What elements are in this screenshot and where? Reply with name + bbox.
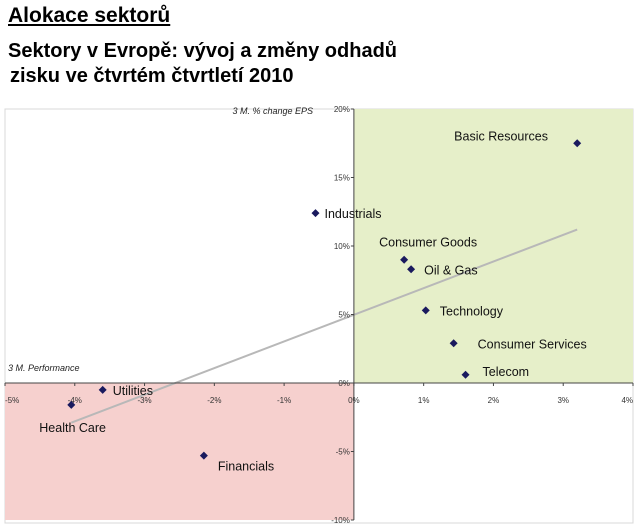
data-point-industrials <box>311 209 320 218</box>
data-points <box>67 139 582 460</box>
x-tick-label: 1% <box>418 396 430 405</box>
quadrant-lower-left <box>5 383 354 520</box>
data-point-financials <box>199 451 208 460</box>
x-tick-label: 0% <box>348 396 360 405</box>
y-tick-label: -10% <box>331 516 350 525</box>
trend-line <box>70 228 578 424</box>
point-label-financials: Financials <box>218 460 274 474</box>
y-tick-label: 15% <box>334 174 350 183</box>
point-label-telecom: Telecom <box>483 365 530 379</box>
point-label-industrials: Industrials <box>325 207 382 221</box>
page-title: Alokace sektorů <box>8 4 171 27</box>
x-tick-labels: -5% -4% -3% -2% -1% 0% 1% 2% 3% 4% <box>4 383 634 405</box>
data-point-consumer-services <box>449 339 458 348</box>
chart-subtitle-line-2: zisku ve čtvrtém čtvrtletí 2010 <box>10 65 294 87</box>
x-axis-title: 3 M. Performance <box>8 363 80 373</box>
y-tick-labels: -10% -5% 0% 5% 10% 15% 20% <box>331 105 354 525</box>
x-tick-label: -4% <box>68 396 82 405</box>
data-point-health-care <box>67 400 76 409</box>
point-label-consumer-goods: Consumer Goods <box>379 236 477 250</box>
y-tick-label: 5% <box>338 311 350 320</box>
x-tick-label: 4% <box>621 396 633 405</box>
data-point-telecom <box>461 370 470 379</box>
data-point-utilities <box>98 385 107 394</box>
data-point-basic-resources <box>573 139 582 148</box>
x-tick-label: -1% <box>277 396 291 405</box>
chart-subtitle-line-1: Sektory v Evropě: vývoj a změny odhadů <box>8 40 398 62</box>
point-label-utilities: Utilities <box>113 384 153 398</box>
x-tick-label: 3% <box>557 396 569 405</box>
data-point-technology <box>421 306 430 315</box>
point-labels: Basic Resources Industrials Consumer Goods… <box>39 129 586 473</box>
y-tick-label: 10% <box>334 242 350 251</box>
point-label-oil-gas: Oil & Gas <box>424 263 478 277</box>
y-axis-title: 3 M. % change EPS <box>232 106 313 116</box>
data-point-consumer-goods <box>400 255 409 264</box>
point-label-health-care: Health Care <box>39 421 106 435</box>
x-tick-label: -3% <box>137 396 151 405</box>
point-label-technology: Technology <box>440 304 504 318</box>
y-tick-label: -5% <box>336 448 350 457</box>
x-tick-label: 2% <box>488 396 500 405</box>
data-point-oil-gas <box>407 265 416 274</box>
y-tick-label: 20% <box>334 105 350 114</box>
point-label-basic-resources: Basic Resources <box>454 129 548 143</box>
quadrant-upper-right <box>353 109 633 383</box>
x-tick-label: -5% <box>5 396 19 405</box>
y-tick-label: 0% <box>338 379 350 388</box>
point-label-consumer-services: Consumer Services <box>478 337 587 351</box>
x-tick-label: -2% <box>207 396 221 405</box>
